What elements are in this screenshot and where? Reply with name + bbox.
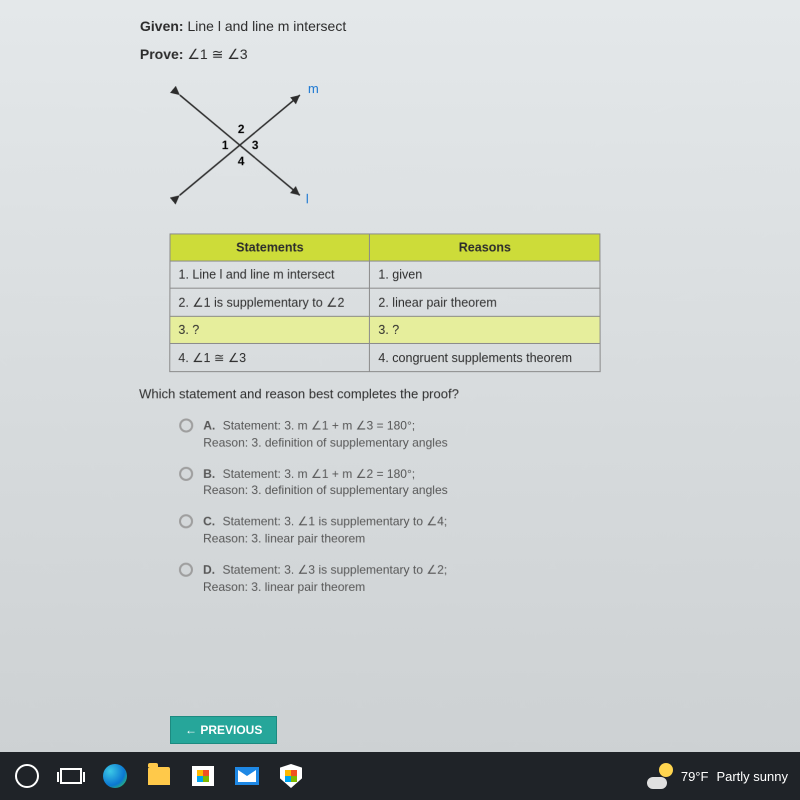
prove-text: ∠1 ≅ ∠3	[187, 46, 247, 62]
page-content: Given: Line l and line m intersect Prove…	[0, 0, 800, 757]
table-row: 1. Line l and line m intersect 1. given	[170, 261, 600, 288]
option-c[interactable]: C. Statement: 3. ∠1 is supplementary to …	[179, 513, 681, 547]
search-icon[interactable]	[12, 761, 42, 791]
radio-icon[interactable]	[179, 514, 193, 528]
radio-icon[interactable]	[179, 418, 193, 432]
ms-store-icon[interactable]	[188, 761, 218, 791]
option-d[interactable]: D. Statement: 3. ∠3 is supplementary to …	[179, 561, 682, 595]
weather-temp: 79°F	[681, 769, 709, 784]
given-label: Given:	[140, 18, 184, 34]
mail-icon[interactable]	[232, 761, 262, 791]
file-explorer-icon[interactable]	[144, 761, 174, 791]
weather-cond: Partly sunny	[716, 769, 788, 784]
svg-text:4: 4	[238, 154, 245, 168]
edge-icon[interactable]	[100, 761, 130, 791]
security-icon[interactable]	[276, 761, 306, 791]
svg-text:3: 3	[252, 138, 259, 152]
weather-widget[interactable]: 79°F Partly sunny	[647, 763, 788, 789]
col-statements: Statements	[170, 234, 370, 261]
table-row-highlight: 3. ? 3. ?	[170, 316, 600, 343]
table-row: 4. ∠1 ≅ ∠3 4. congruent supplements theo…	[170, 343, 600, 371]
prove-line: Prove: ∠1 ≅ ∠3	[140, 46, 680, 63]
task-view-icon[interactable]	[56, 761, 86, 791]
option-b[interactable]: B. Statement: 3. m ∠1 + m ∠2 = 180°; Rea…	[179, 465, 681, 499]
radio-icon[interactable]	[179, 466, 193, 480]
svg-text:2: 2	[238, 122, 245, 136]
table-row: 2. ∠1 is supplementary to ∠2 2. linear p…	[170, 288, 600, 316]
angle-diagram: m l 1 2 3 4	[160, 75, 330, 215]
given-text: Line l and line m intersect	[187, 18, 346, 34]
col-reasons: Reasons	[370, 234, 600, 261]
label-m: m	[308, 81, 319, 96]
question-text: Which statement and reason best complete…	[139, 386, 681, 401]
option-a[interactable]: A. Statement: 3. m ∠1 + m ∠3 = 180°; Rea…	[179, 417, 681, 451]
label-l: l	[306, 191, 309, 206]
given-line: Given: Line l and line m intersect	[140, 18, 680, 34]
proof-table: Statements Reasons 1. Line l and line m …	[169, 233, 600, 372]
radio-icon[interactable]	[179, 562, 193, 576]
prove-label: Prove:	[140, 46, 184, 62]
svg-text:1: 1	[222, 138, 229, 152]
previous-button[interactable]: ← PREVIOUS	[170, 716, 277, 744]
weather-icon	[647, 763, 673, 789]
taskbar: 79°F Partly sunny	[0, 752, 800, 800]
